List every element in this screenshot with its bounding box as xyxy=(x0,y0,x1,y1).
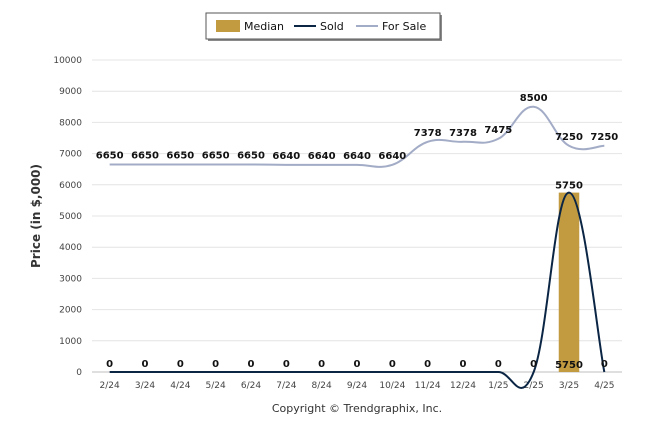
for-sale-data-label: 7378 xyxy=(449,128,477,139)
median-data-label: 5750 xyxy=(555,181,583,192)
y-tick-label: 4000 xyxy=(59,243,82,253)
copyright-text: Copyright © Trendgraphix, Inc. xyxy=(272,402,442,415)
y-tick-label: 3000 xyxy=(59,274,82,284)
x-tick-label: 5/24 xyxy=(206,381,226,391)
x-tick-label: 2/25 xyxy=(524,381,544,391)
grid xyxy=(92,59,622,373)
legend-for-sale-label: For Sale xyxy=(382,20,426,33)
sold-data-label: 0 xyxy=(142,359,149,370)
sold-data-label: 0 xyxy=(354,359,361,370)
x-tick-label: 4/24 xyxy=(170,381,190,391)
for-sale-data-label: 6650 xyxy=(166,151,194,162)
sold-data-label: 0 xyxy=(106,359,113,370)
y-tick-label: 7000 xyxy=(59,150,82,160)
for-sale-data-label: 7378 xyxy=(414,128,442,139)
for-sale-data-label: 6650 xyxy=(131,151,159,162)
for-sale-data-label: 6640 xyxy=(343,151,371,162)
median-bar xyxy=(558,192,580,372)
sold-data-label: 0 xyxy=(530,359,537,370)
x-tick-label: 10/24 xyxy=(379,381,405,391)
x-tick-label: 3/25 xyxy=(559,381,579,391)
y-tick-label: 9000 xyxy=(59,87,82,97)
sold-data-label: 0 xyxy=(248,359,255,370)
y-ticks: 0 1000 2000 3000 4000 5000 6000 7000 8000 9000 100… xyxy=(53,56,82,378)
x-ticks: 2/24 3/24 4/24 5/24 6/24 7/24 8/24 9/24 10/24 11/… xyxy=(100,381,615,391)
sold-line xyxy=(109,191,606,389)
for-sale-data-label: 6640 xyxy=(272,151,300,162)
x-tick-label: 7/24 xyxy=(276,381,296,391)
x-tick-label: 9/24 xyxy=(347,381,367,391)
for-sale-data-label: 6650 xyxy=(202,151,230,162)
x-tick-label: 4/25 xyxy=(594,381,614,391)
sold-data-label: 0 xyxy=(212,359,219,370)
x-tick-label: 8/24 xyxy=(312,381,332,391)
y-tick-label: 5000 xyxy=(59,212,82,222)
y-tick-label: 6000 xyxy=(59,181,82,191)
y-axis-label: Price (in $,000) xyxy=(29,164,43,268)
sold-data-label: 0 xyxy=(424,359,431,370)
x-tick-label: 2/24 xyxy=(100,381,120,391)
legend-median-label: Median xyxy=(244,20,284,33)
x-tick-label: 11/24 xyxy=(415,381,441,391)
sold-data-label: 0 xyxy=(283,359,290,370)
for-sale-data-label: 6650 xyxy=(237,151,265,162)
sold-data-label: 0 xyxy=(495,359,502,370)
sold-data-label: 0 xyxy=(177,359,184,370)
x-tick-label: 1/25 xyxy=(488,381,508,391)
legend-sold-label: Sold xyxy=(320,20,344,33)
y-tick-label: 1000 xyxy=(59,337,82,347)
x-tick-label: 12/24 xyxy=(450,381,476,391)
legend: Median Sold For Sale xyxy=(205,12,442,41)
for-sale-data-label: 7250 xyxy=(555,132,583,143)
x-tick-label: 6/24 xyxy=(241,381,261,391)
y-tick-label: 10000 xyxy=(53,56,82,66)
sold-data-label: 5750 xyxy=(555,360,583,371)
y-tick-label: 8000 xyxy=(59,118,82,128)
for-sale-line xyxy=(109,105,605,168)
for-sale-data-label: 6640 xyxy=(308,151,336,162)
sold-data-label: 0 xyxy=(389,359,396,370)
legend-box xyxy=(205,12,441,40)
for-sale-data-label: 7475 xyxy=(484,125,512,136)
y-tick-label: 2000 xyxy=(59,306,82,316)
sold-data-label: 0 xyxy=(601,359,608,370)
series-lines xyxy=(109,105,606,389)
for-sale-data-label: 6640 xyxy=(378,151,406,162)
data-labels: 6650 6650 6650 6650 6650 6640 6640 6640 6640 7378… xyxy=(96,93,619,371)
y-tick-label: 0 xyxy=(76,368,82,378)
sold-data-label: 0 xyxy=(318,359,325,370)
median-bars xyxy=(558,192,580,372)
sold-data-label: 0 xyxy=(460,359,467,370)
for-sale-data-label: 7250 xyxy=(590,132,618,143)
x-tick-label: 3/24 xyxy=(135,381,155,391)
for-sale-data-label: 8500 xyxy=(520,93,548,104)
for-sale-data-label: 6650 xyxy=(96,151,124,162)
legend-median-swatch xyxy=(216,20,240,32)
